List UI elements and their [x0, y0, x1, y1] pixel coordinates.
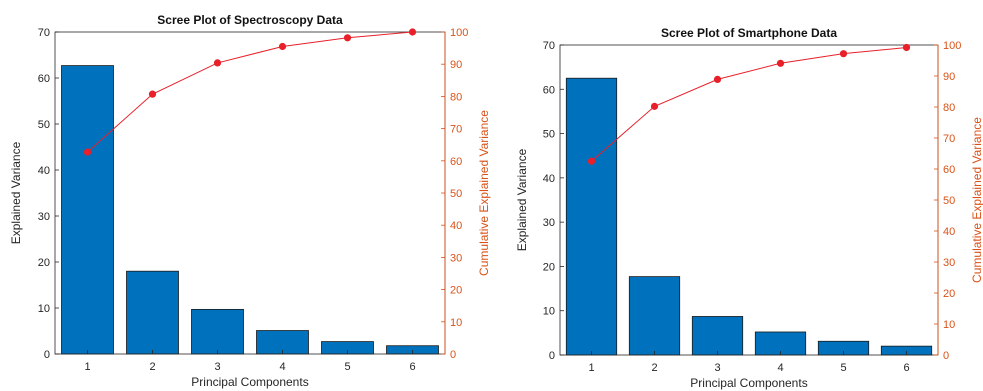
x-tick-label: 1 [84, 361, 90, 373]
bar-pc-3 [691, 316, 744, 356]
y-tick-label: 10 [543, 306, 555, 318]
cumulative-point-2 [148, 90, 157, 98]
y-tick-label: 10 [38, 303, 50, 315]
y-tick-label: 60 [38, 73, 50, 85]
cumulative-point-6 [902, 43, 911, 52]
y2-tick-label: 40 [450, 220, 462, 232]
y-tick-label: 70 [543, 40, 555, 52]
y2-tick-label: 90 [450, 59, 462, 71]
y2-tick-label: 10 [450, 317, 462, 329]
y2-tick-label: 0 [450, 349, 456, 361]
x-axis-label: Principal Components [191, 375, 308, 389]
x-tick-label: 2 [149, 361, 155, 373]
x-tick-label: 4 [279, 361, 285, 373]
y-axis-label: Explained Variance [9, 141, 23, 244]
y2-axis-label: Cumulative Explained Variance [970, 117, 983, 283]
y2-tick-label: 0 [943, 350, 949, 362]
x-tick-label: 5 [344, 361, 350, 373]
x-tick-label: 1 [588, 362, 594, 374]
cumulative-line [87, 31, 413, 153]
bar-pc-2 [126, 270, 179, 355]
y2-axis-label: Cumulative Explained Variance [477, 110, 491, 276]
y2-tick-label: 50 [450, 188, 462, 200]
bar-pc-1 [61, 65, 114, 355]
chart-title: Scree Plot of Spectroscopy Data [157, 13, 343, 27]
cumulative-point-6 [408, 28, 417, 36]
y2-tick-label: 90 [943, 71, 955, 83]
x-tick-label: 2 [651, 362, 657, 374]
y-tick-label: 70 [38, 27, 50, 39]
x-tick-label: 5 [840, 362, 846, 374]
cumulative-point-4 [776, 59, 785, 67]
y2-tick-label: 70 [943, 133, 955, 145]
y2-tick-label: 100 [450, 27, 468, 39]
bar-pc-1 [565, 77, 618, 356]
chart-title: Scree Plot of Smartphone Data [661, 26, 837, 40]
y-tick-label: 20 [38, 257, 50, 269]
y2-tick-label: 10 [943, 319, 955, 331]
cumulative-point-4 [278, 42, 287, 51]
y2-tick-label: 80 [943, 102, 955, 114]
y2-tick-label: 70 [450, 124, 462, 136]
y2-tick-label: 60 [450, 156, 462, 168]
cumulative-point-5 [343, 34, 352, 42]
y2-tick-label: 50 [943, 195, 955, 207]
cumulative-point-5 [839, 50, 848, 58]
y-tick-label: 0 [549, 350, 555, 362]
y-tick-label: 30 [543, 217, 555, 229]
x-axis-label: Principal Components [690, 376, 807, 390]
x-tick-label: 6 [903, 362, 909, 374]
y-tick-label: 40 [38, 165, 50, 177]
cumulative-point-3 [713, 75, 722, 84]
bar-pc-3 [191, 308, 244, 355]
cumulative-line [591, 46, 907, 162]
y-axis-label: Explained Variance [515, 148, 529, 251]
y-tick-label: 30 [38, 211, 50, 223]
cumulative-point-1 [83, 148, 92, 156]
chart-1: 0 10 20 30 40 50 60 70 0 10 20 30 40 50 60 70 80 90 100 1 2 3… [9, 13, 491, 389]
x-tick-label: 3 [714, 362, 720, 374]
y2-tick-label: 20 [450, 285, 462, 297]
y-tick-label: 50 [38, 119, 50, 131]
x-tick-label: 4 [777, 362, 783, 374]
cumulative-point-3 [213, 59, 222, 67]
y2-tick-label: 80 [450, 91, 462, 103]
y2-tick-label: 30 [943, 257, 955, 269]
y-tick-label: 60 [543, 84, 555, 96]
x-tick-label: 6 [409, 361, 415, 373]
y-tick-label: 50 [543, 129, 555, 141]
cumulative-point-2 [650, 102, 659, 110]
chart-2: 0 10 20 30 40 50 60 70 0 10 20 30 40 50 60 70 80 90 100 1 2 3… [515, 26, 983, 390]
y2-tick-label: 30 [450, 252, 462, 264]
x-tick-label: 3 [214, 361, 220, 373]
y2-tick-label: 20 [943, 288, 955, 300]
bar-pc-2 [628, 276, 681, 356]
y-tick-label: 20 [543, 261, 555, 273]
y-tick-label: 0 [44, 349, 50, 361]
y-tick-label: 40 [543, 173, 555, 185]
cumulative-point-1 [587, 157, 596, 165]
y2-tick-label: 60 [943, 164, 955, 176]
y2-tick-label: 100 [943, 40, 961, 52]
y2-tick-label: 40 [943, 226, 955, 238]
